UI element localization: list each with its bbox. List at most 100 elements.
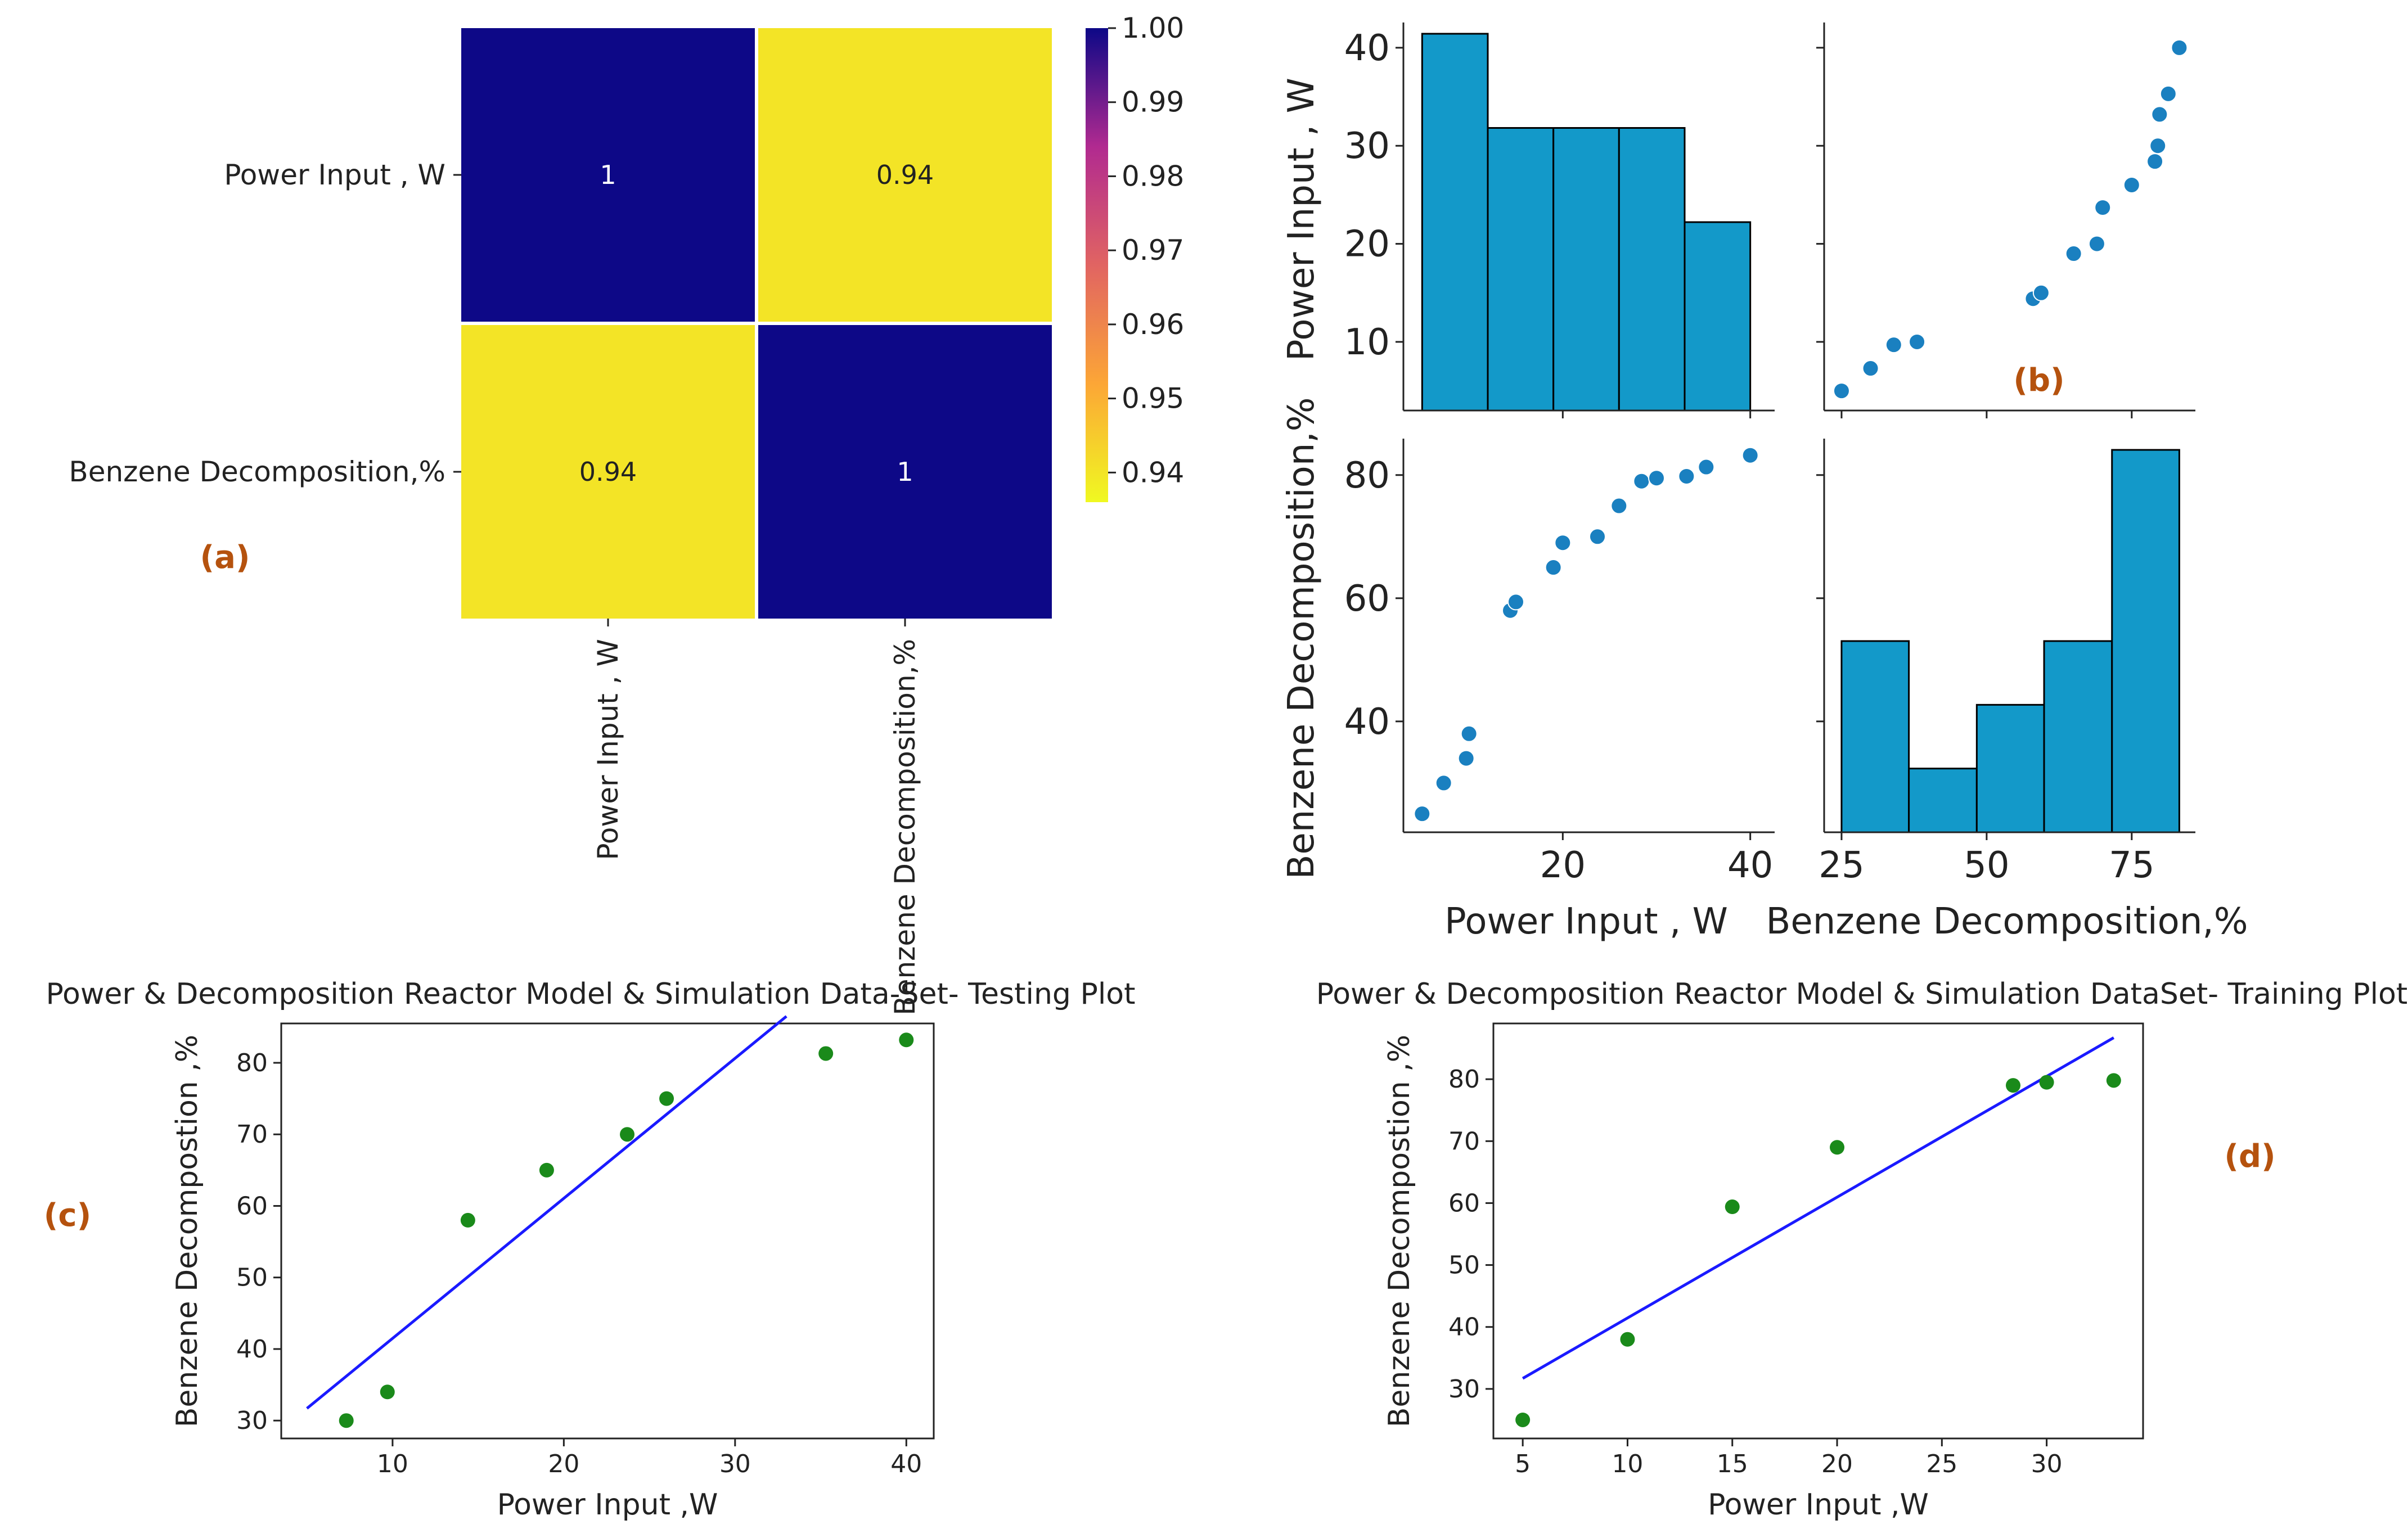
y-tick-label: 60 <box>1344 578 1390 620</box>
data-point <box>2106 1073 2121 1088</box>
scatter-point <box>1741 446 1759 464</box>
y-tick-label: 70 <box>236 1120 268 1149</box>
x-tick-label: 25 <box>1819 845 1864 886</box>
y-tick-label: 60 <box>236 1192 268 1220</box>
x-tick-label: 75 <box>2109 845 2154 886</box>
y-tick-label: 30 <box>1344 125 1390 167</box>
colorbar-tick-label: 0.99 <box>1122 86 1184 119</box>
scatter-point <box>1545 559 1562 576</box>
scatter-point <box>2149 137 2167 155</box>
y-tick-label: 80 <box>236 1049 268 1077</box>
x-axis-label: Benzene Decomposition,% <box>1766 901 2248 942</box>
data-point <box>2039 1075 2054 1090</box>
scatter-point <box>1648 470 1665 487</box>
scatter-point <box>1610 497 1628 515</box>
histogram-bar <box>1908 768 1978 833</box>
scatter-point <box>1678 467 1695 485</box>
scatter-point <box>2065 245 2082 263</box>
histogram-bar <box>1487 127 1555 412</box>
scatter-point <box>1507 593 1524 611</box>
x-tick-label: 40 <box>1727 845 1773 886</box>
plot-frame <box>1492 1022 2144 1440</box>
panel-label-b: (b) <box>2013 362 2064 399</box>
data-point <box>380 1384 395 1400</box>
x-tick-label: 20 <box>1540 845 1586 886</box>
data-point <box>2006 1078 2020 1093</box>
histogram-bar <box>1552 127 1620 412</box>
heatmap-cell-value: 1 <box>897 457 913 487</box>
x-tick-label: 15 <box>1717 1450 1748 1478</box>
plot-title: Power & Decomposition Reactor Model & Si… <box>1316 977 2408 1011</box>
row-label: Benzene Decomposition,% <box>69 455 445 488</box>
heatmap-cell-value: 0.94 <box>579 457 637 487</box>
x-axis-label: Power Input ,W <box>497 1488 718 1522</box>
scatter-point <box>1698 458 1715 476</box>
heatmap-cell <box>461 325 755 619</box>
y-tick-label: 40 <box>1448 1313 1480 1342</box>
data-point <box>460 1212 475 1228</box>
histogram-bar <box>1421 33 1489 412</box>
x-tick-label: 20 <box>548 1450 579 1478</box>
y-axis-label: Benzene Decompostion ,% <box>1383 1035 1416 1427</box>
x-tick-label: 30 <box>719 1450 751 1478</box>
scatter-point <box>2088 235 2105 252</box>
colorbar-tick-label: 0.96 <box>1122 308 1184 341</box>
heatmap-cell-value: 0.94 <box>876 160 934 190</box>
x-tick-label: 50 <box>1964 845 2009 886</box>
data-point <box>659 1091 674 1106</box>
histogram-bar <box>1618 127 1686 412</box>
heatmap-panel: 1 0.94 0.94 1 Power Input , W Benzene Decompo… <box>69 12 1184 1016</box>
y-tick-label: 50 <box>1448 1251 1480 1280</box>
scatter-point <box>1554 534 1572 552</box>
row-label: Power Input , W <box>224 159 445 191</box>
scatter-point <box>1460 725 1478 742</box>
heatmap-cell <box>461 28 755 322</box>
heatmap-cell <box>758 28 1052 322</box>
fit-line <box>306 1015 787 1410</box>
pairplot-panel: 10 20 30 40 40 60 80 20 40 25 50 75 Power Input , W B… <box>1281 22 2248 942</box>
y-tick-label: 40 <box>1344 701 1390 743</box>
y-tick-label: 10 <box>1344 322 1390 363</box>
y-tick-label: 30 <box>1448 1375 1480 1404</box>
scatter-point <box>1862 360 1879 377</box>
scatter-point <box>1909 333 1926 350</box>
scatter-point <box>1435 774 1452 792</box>
scatter-point <box>1457 750 1475 767</box>
data-point <box>1725 1199 1740 1215</box>
testing-plot-panel: Power & Decomposition Reactor Model & Si… <box>46 977 1136 1522</box>
data-point <box>620 1127 635 1142</box>
y-tick-label: 60 <box>1448 1189 1480 1217</box>
colorbar-tick-label: 0.95 <box>1122 382 1184 415</box>
data-point <box>1620 1332 1635 1347</box>
x-tick-label: 25 <box>1926 1450 1957 1478</box>
scatter-point <box>2159 85 2177 102</box>
panel-label-d: (d) <box>2224 1138 2275 1175</box>
plot-frame <box>280 1022 935 1440</box>
y-tick-label: 70 <box>1448 1127 1480 1156</box>
colorbar-tick-label: 1.00 <box>1122 12 1184 44</box>
scatter-point <box>2171 39 2188 56</box>
x-axis-label: Power Input ,W <box>1708 1488 1929 1522</box>
data-point <box>1830 1140 1845 1155</box>
fit-line <box>1522 1036 2115 1380</box>
heatmap-cell-value: 1 <box>600 160 616 190</box>
colorbar-tick-label: 0.97 <box>1122 234 1184 267</box>
data-point <box>339 1413 354 1428</box>
x-tick-label: 5 <box>1515 1450 1531 1478</box>
col-label: Benzene Decomposition,% <box>889 639 921 1016</box>
colorbar <box>1086 28 1108 502</box>
histogram-bar <box>1975 703 2045 833</box>
training-plot-panel: Power & Decomposition Reactor Model & Si… <box>1316 977 2408 1522</box>
colorbar-tick-label: 0.94 <box>1122 456 1184 489</box>
y-axis-label: Benzene Decomposition,% <box>1281 397 1322 879</box>
x-tick-label: 20 <box>1821 1450 1853 1478</box>
histogram-bar <box>1840 640 1910 833</box>
plot-title: Power & Decomposition Reactor Model & Si… <box>46 977 1136 1011</box>
y-tick-label: 20 <box>1344 224 1390 265</box>
x-tick-label: 10 <box>377 1450 408 1478</box>
y-tick-label: 80 <box>1344 455 1390 497</box>
data-point <box>1515 1412 1531 1427</box>
colorbar-tick-label: 0.98 <box>1122 160 1184 192</box>
data-point <box>899 1032 914 1048</box>
y-tick-label: 80 <box>1448 1065 1480 1094</box>
